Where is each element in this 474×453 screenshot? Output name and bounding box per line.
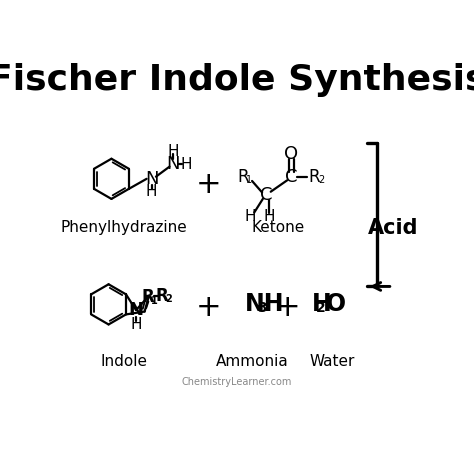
Text: +: + [196, 294, 222, 323]
Text: +: + [275, 294, 301, 323]
Text: Water: Water [310, 354, 355, 369]
Text: 1: 1 [246, 174, 252, 184]
Text: 3: 3 [257, 301, 267, 315]
Text: H: H [264, 209, 275, 224]
Text: C: C [285, 168, 298, 186]
Text: 2: 2 [316, 301, 326, 315]
Text: H: H [245, 209, 256, 224]
Text: C: C [260, 186, 273, 204]
Text: Fischer Indole Synthesis: Fischer Indole Synthesis [0, 63, 474, 97]
Text: R: R [155, 287, 168, 305]
Text: 1: 1 [151, 296, 158, 306]
Text: H: H [167, 144, 179, 159]
Text: H: H [146, 184, 157, 199]
Text: 2: 2 [165, 294, 172, 304]
Text: Acid: Acid [368, 217, 419, 238]
Text: H: H [312, 292, 332, 316]
Text: N: N [128, 301, 144, 319]
Text: H: H [130, 317, 142, 332]
Text: N: N [166, 155, 180, 173]
Text: O: O [284, 145, 299, 163]
Text: R: R [142, 288, 155, 306]
Text: 2: 2 [318, 174, 324, 184]
Text: +: + [196, 170, 222, 199]
Text: Ketone: Ketone [252, 220, 305, 235]
Text: Indole: Indole [101, 354, 148, 369]
Text: R: R [309, 168, 320, 186]
Text: NH: NH [245, 292, 284, 316]
Text: N: N [145, 170, 158, 188]
Text: Phenylhydrazine: Phenylhydrazine [61, 220, 188, 235]
Text: R: R [237, 168, 248, 186]
Text: ChemistryLearner.com: ChemistryLearner.com [182, 377, 292, 387]
Text: O: O [326, 292, 346, 316]
Text: Ammonia: Ammonia [216, 354, 289, 369]
Text: H: H [180, 157, 192, 172]
